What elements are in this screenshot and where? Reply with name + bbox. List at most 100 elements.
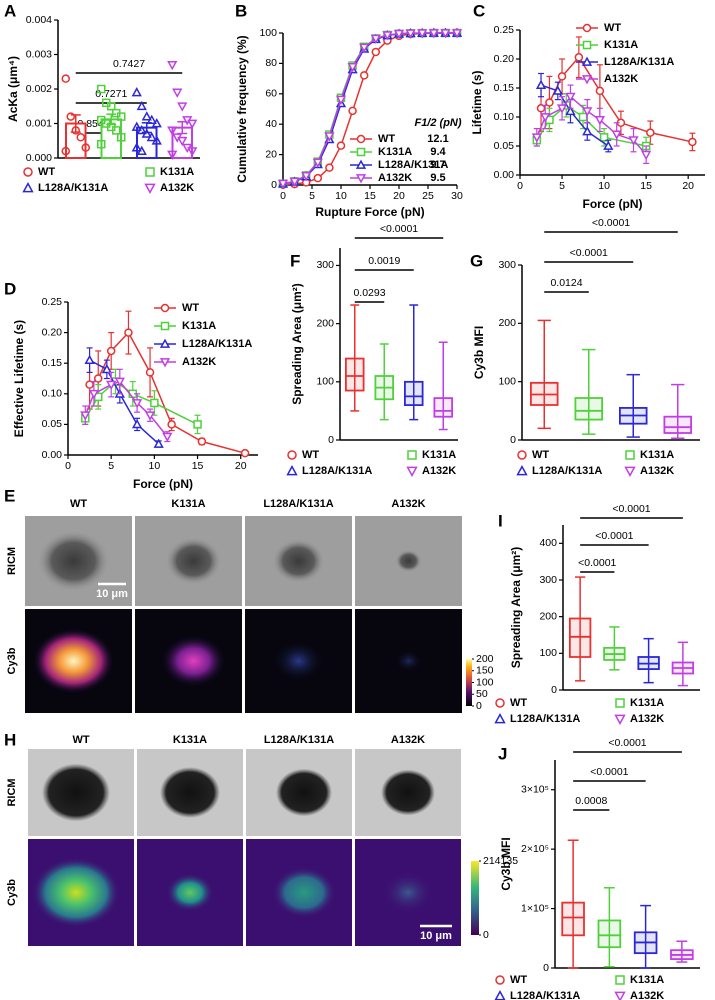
data-point	[359, 43, 370, 53]
data-point	[545, 98, 554, 107]
data-point	[101, 363, 112, 374]
data-point	[167, 150, 178, 160]
tension-signal	[394, 649, 423, 673]
p-value: 0.0124	[550, 277, 582, 289]
data-point	[81, 143, 90, 152]
data-point	[136, 124, 147, 135]
series-line	[540, 56, 693, 143]
legend-value: 9.7	[430, 159, 445, 171]
legend-marker	[355, 174, 367, 184]
legend-marker	[159, 338, 171, 348]
p-value: 0.7427	[113, 58, 145, 70]
row-label: RICM	[6, 547, 18, 575]
p-value: 0.7271	[95, 88, 127, 100]
data-point	[556, 104, 568, 114]
data-point	[114, 377, 125, 387]
data-point	[66, 112, 75, 121]
y-tick-label: 0	[271, 179, 277, 191]
data-point	[301, 171, 312, 182]
x-tick-label: 0	[65, 460, 71, 472]
tension-signal	[272, 866, 336, 919]
cell-contact	[160, 767, 220, 818]
x-tick-label: 20	[235, 460, 247, 472]
panel-letter: B	[235, 1, 247, 20]
data-point	[88, 389, 100, 400]
data-point	[107, 102, 116, 111]
y-tick-label: 0	[551, 684, 557, 696]
panel-letter: I	[498, 511, 503, 530]
legend-label: A132K	[378, 172, 412, 184]
data-point	[150, 398, 159, 408]
data-point	[187, 119, 198, 129]
cell-contact	[272, 538, 325, 584]
panel-letter: F	[290, 251, 300, 270]
data-point	[599, 133, 609, 142]
legend-marker	[624, 466, 636, 477]
colorbar-label: 50	[476, 688, 488, 700]
data-point	[552, 85, 563, 95]
data-point	[146, 131, 157, 142]
y-tick-label: 0.05	[42, 418, 63, 430]
p-value: <0.0001	[578, 557, 616, 569]
p-value: <0.0001	[612, 503, 650, 515]
column-label: WT	[70, 498, 87, 510]
y-tick-label: 1×10⁵	[521, 902, 549, 914]
y-tick-label: 3×10⁵	[521, 783, 549, 795]
legend-label: A132K	[630, 713, 664, 725]
legend-value: 9.5	[430, 172, 445, 184]
legend-label: L128A/K131A	[604, 56, 674, 68]
tension-signal	[33, 629, 114, 693]
x-tick-label: 5	[559, 180, 565, 192]
column-label: L128A/K131A	[264, 734, 334, 746]
y-tick-label: 300	[498, 259, 516, 271]
y-tick-label: 60	[265, 88, 277, 100]
legend-marker	[406, 466, 418, 477]
legend-label: WT	[182, 302, 199, 314]
y-tick-label: 100	[498, 375, 516, 387]
legend-label: WT	[378, 133, 395, 145]
tension-signal	[161, 635, 226, 687]
colorbar-label: 150	[476, 665, 494, 677]
data-point	[370, 34, 381, 45]
row-label: Cy3b	[6, 647, 18, 674]
legend-value: 9.4	[430, 146, 446, 158]
legend-marker	[517, 450, 527, 460]
legend-marker	[160, 321, 170, 331]
data-point	[371, 47, 381, 57]
legend-marker	[495, 698, 505, 708]
y-axis-label: Spreading Area (μm²)	[509, 547, 523, 669]
x-axis-label: Force (pN)	[583, 197, 643, 211]
data-point	[144, 411, 156, 421]
series-line	[84, 380, 198, 426]
colorbar-label: 100	[476, 676, 494, 688]
data-point	[312, 158, 323, 168]
p-value: 0.0008	[575, 795, 607, 807]
legend-label: K131A	[182, 320, 216, 332]
data-point	[141, 111, 152, 121]
legend-marker	[582, 40, 592, 50]
x-tick-label: 15	[364, 190, 376, 202]
y-tick-label: 40	[265, 118, 277, 130]
legend-marker	[407, 450, 417, 460]
data-point	[131, 121, 142, 131]
data-point	[193, 420, 202, 429]
y-tick-label: 200	[498, 317, 516, 329]
data-point	[151, 135, 162, 145]
data-point	[106, 380, 117, 391]
p-value: <0.0001	[595, 530, 633, 542]
data-point	[531, 133, 542, 143]
box	[568, 617, 592, 658]
data-point	[177, 102, 188, 112]
y-tick-label: 0.20	[494, 53, 515, 65]
y-tick-label: 200	[316, 317, 334, 329]
cell-contact	[42, 763, 110, 822]
data-point	[172, 88, 183, 98]
box	[663, 415, 693, 434]
colorbar-label: 0	[483, 929, 489, 941]
legend-marker	[494, 713, 506, 724]
y-axis-label: Cy3b MFI	[499, 837, 513, 890]
y-tick-label: 20	[265, 148, 277, 160]
data-point	[347, 62, 358, 73]
box	[344, 357, 365, 392]
legend-label: A132K	[422, 465, 456, 477]
